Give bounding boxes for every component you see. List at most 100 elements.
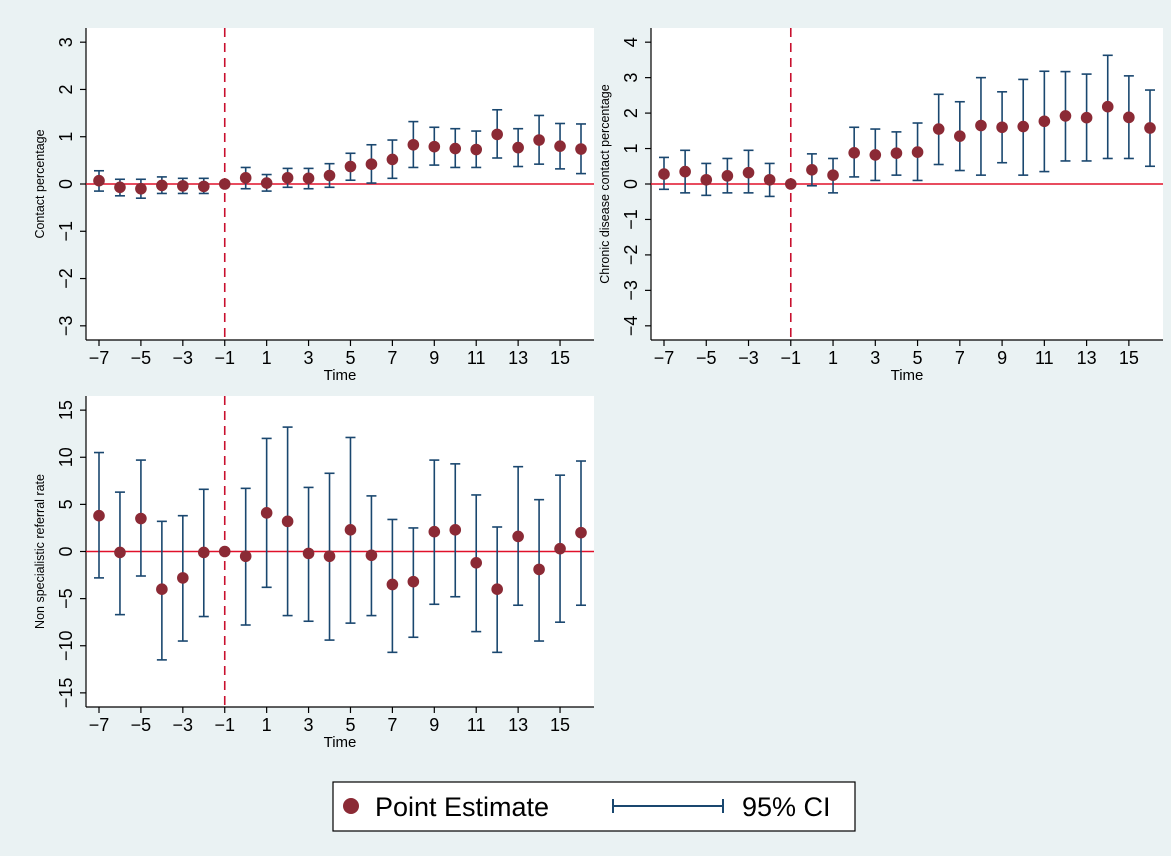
x-tick-label: −5	[131, 348, 152, 368]
point-estimate	[1017, 120, 1030, 133]
point-estimate	[512, 530, 524, 543]
y-tick-label: −5	[56, 588, 76, 609]
point-estimate	[575, 526, 587, 539]
point-estimate	[1123, 111, 1135, 124]
point-estimate	[1144, 122, 1156, 134]
x-tick-label: 11	[467, 715, 486, 735]
point-estimate	[449, 524, 462, 536]
point-estimate	[1038, 115, 1051, 128]
x-tick-label: −7	[89, 715, 110, 735]
point-estimate	[954, 130, 966, 142]
y-tick-label: 2	[56, 84, 76, 94]
point-estimate	[93, 174, 105, 187]
x-tick-label: −3	[173, 715, 194, 735]
y-tick-label: 1	[621, 144, 641, 154]
point-estimate	[302, 547, 315, 560]
point-estimate	[302, 172, 315, 185]
point-estimate	[260, 507, 273, 519]
x-tick-label: −5	[696, 348, 717, 368]
point-estimate	[323, 169, 336, 182]
y-tick-label: 0	[56, 179, 76, 189]
point-estimate	[428, 525, 441, 538]
y-tick-label: −1	[621, 209, 641, 230]
x-tick-label: 13	[508, 715, 528, 735]
point-estimate	[679, 165, 691, 178]
point-estimate	[281, 172, 294, 184]
x-tick-label: −7	[654, 348, 675, 368]
x-tick-label: 15	[550, 348, 570, 368]
point-estimate	[932, 123, 945, 135]
point-estimate	[975, 119, 987, 132]
y-tick-label: −4	[621, 316, 641, 337]
legend: Point Estimate 95% CI	[332, 781, 856, 832]
y-axis-label: Contact percentage	[33, 129, 47, 238]
point-estimate	[491, 583, 503, 595]
x-tick-label: −1	[781, 348, 802, 368]
point-estimate	[911, 146, 924, 158]
x-tick-label: −1	[214, 348, 235, 368]
point-estimate	[869, 149, 882, 161]
x-tick-label: 3	[870, 348, 880, 368]
x-tick-label: 11	[1035, 348, 1054, 368]
y-tick-label: −2	[56, 268, 76, 289]
point-estimate	[239, 172, 252, 184]
point-estimate	[344, 524, 357, 536]
x-axis-label: Time	[891, 367, 924, 384]
point-estimate	[784, 178, 797, 190]
point-estimate	[554, 140, 566, 152]
y-axis-label: Non specialistic referral rate	[33, 474, 47, 629]
point-estimate	[700, 173, 713, 186]
point-estimate	[114, 181, 126, 194]
point-estimate	[135, 512, 147, 525]
x-tick-label: −3	[173, 348, 194, 368]
point-estimate	[470, 143, 483, 156]
point-estimate	[428, 140, 441, 153]
point-estimate	[344, 160, 357, 173]
legend-point-label: Point Estimate	[375, 792, 549, 822]
point-estimate	[407, 575, 420, 588]
x-tick-label: 5	[913, 348, 923, 368]
y-tick-label: 10	[56, 447, 76, 467]
point-estimate	[512, 141, 524, 154]
x-tick-label: −5	[131, 715, 152, 735]
point-estimate	[218, 545, 231, 558]
y-tick-label: 1	[56, 132, 76, 142]
point-estimate	[239, 550, 252, 563]
point-estimate	[742, 166, 755, 179]
x-tick-label: 13	[508, 348, 528, 368]
point-estimate	[996, 121, 1008, 134]
point-estimate	[386, 153, 399, 166]
x-tick-label: 7	[387, 348, 397, 368]
y-tick-label: −3	[56, 316, 76, 337]
y-axis-label: Chronic disease contact percentage	[598, 84, 612, 283]
x-tick-label: 5	[345, 715, 355, 735]
point-estimate	[1080, 111, 1093, 124]
y-tick-label: 3	[621, 73, 641, 83]
legend-point-marker	[343, 798, 359, 814]
y-tick-label: 0	[621, 179, 641, 189]
point-estimate	[763, 173, 776, 186]
x-tick-label: 7	[387, 715, 397, 735]
point-estimate	[449, 142, 462, 155]
x-tick-label: 9	[997, 348, 1007, 368]
x-tick-label: 13	[1077, 348, 1097, 368]
point-estimate	[177, 180, 189, 192]
x-tick-label: −1	[214, 715, 235, 735]
y-tick-label: 3	[56, 37, 76, 47]
point-estimate	[260, 177, 273, 189]
point-estimate	[575, 143, 587, 155]
point-estimate	[386, 578, 399, 591]
point-estimate	[156, 179, 168, 192]
point-estimate	[890, 147, 903, 159]
point-estimate	[721, 170, 734, 182]
point-estimate	[156, 583, 168, 595]
point-estimate	[365, 549, 378, 562]
x-tick-label: 5	[345, 348, 355, 368]
point-estimate	[407, 138, 420, 151]
point-estimate	[197, 546, 210, 559]
x-tick-label: 1	[262, 715, 272, 735]
point-estimate	[218, 178, 231, 190]
